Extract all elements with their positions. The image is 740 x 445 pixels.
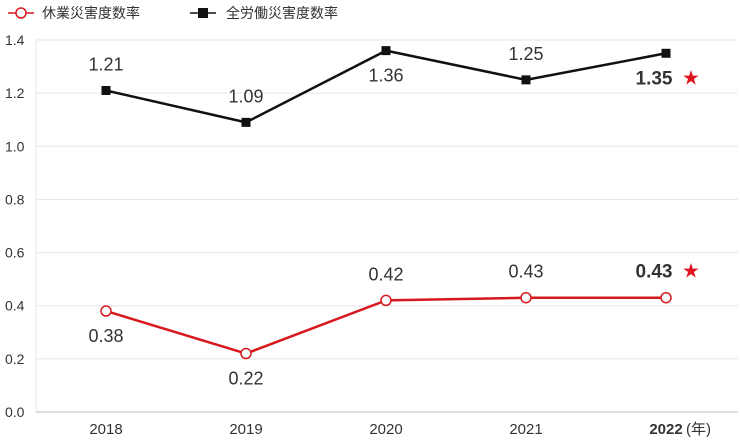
y-tick-label: 0.6 <box>5 245 25 261</box>
data-point <box>380 294 392 307</box>
series-line-2 <box>105 49 667 124</box>
data-point <box>521 75 531 85</box>
data-label: 1.25 <box>508 44 543 64</box>
data-label: 0.38 <box>88 326 123 346</box>
x-tick-label: 2022 <box>649 421 682 438</box>
legend-marker-1 <box>15 7 27 19</box>
x-tick-label: 2018 <box>89 421 122 438</box>
data-label: 1.21 <box>88 54 123 74</box>
grid <box>35 39 738 413</box>
legend-label-1: 休業災害度数率 <box>42 5 140 21</box>
y-tick-label: 0.8 <box>5 191 25 207</box>
data-label: 1.36 <box>368 66 403 86</box>
data-label: 1.35 <box>636 68 673 89</box>
star-icon: ★ <box>682 67 700 89</box>
data-point <box>241 117 251 127</box>
y-axis: 0.0 0.2 0.4 0.6 0.8 1.0 1.2 1.4 <box>5 32 25 420</box>
y-tick-label: 0.2 <box>5 351 25 367</box>
data-label: 1.09 <box>228 86 263 106</box>
x-tick-label: 2021 <box>509 421 542 438</box>
y-tick-label: 1.2 <box>5 85 25 101</box>
y-tick-label: 1.4 <box>5 32 25 48</box>
data-label: 0.43 <box>508 262 543 282</box>
data-point <box>381 46 391 56</box>
data-point <box>240 347 252 360</box>
star-icon: ★ <box>682 261 700 283</box>
x-axis: 2018 2019 2020 2021 2022 (年) <box>89 421 711 438</box>
data-label: 0.43 <box>636 262 673 283</box>
data-label: 0.22 <box>228 369 263 389</box>
data-point <box>520 291 532 304</box>
legend-item-2: 全労働災害度数率 <box>190 5 338 21</box>
legend-item-1: 休業災害度数率 <box>8 5 140 21</box>
legend-marker-2 <box>198 8 208 18</box>
y-tick-label: 0.0 <box>5 404 25 420</box>
data-point <box>101 85 111 95</box>
x-axis-unit-label: (年) <box>686 421 711 438</box>
series-group <box>100 46 672 360</box>
data-point <box>100 305 112 317</box>
x-tick-label: 2020 <box>369 421 402 438</box>
data-point <box>661 48 671 58</box>
data-point <box>660 291 672 304</box>
x-tick-label: 2019 <box>229 421 262 438</box>
legend: 休業災害度数率 全労働災害度数率 <box>8 5 338 21</box>
data-labels: 0.38 0.22 0.42 0.43 0.43 ★ 1.21 1.09 1.36 1.25 1.3… <box>88 44 699 389</box>
y-tick-label: 1.0 <box>5 138 25 154</box>
data-label: 0.42 <box>368 264 403 284</box>
y-tick-label: 0.4 <box>5 298 25 314</box>
legend-label-2: 全労働災害度数率 <box>226 5 338 21</box>
